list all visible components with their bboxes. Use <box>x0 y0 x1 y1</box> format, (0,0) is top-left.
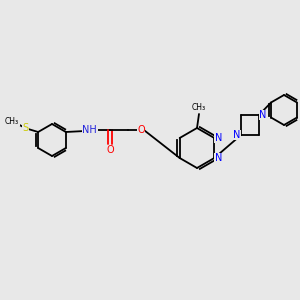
Text: N: N <box>214 133 222 143</box>
Text: N: N <box>214 153 222 163</box>
Text: CH₃: CH₃ <box>192 103 206 112</box>
Text: O: O <box>106 145 114 155</box>
Text: N: N <box>259 110 267 120</box>
Text: N: N <box>233 130 241 140</box>
Text: O: O <box>137 125 145 135</box>
Text: NH: NH <box>82 125 97 135</box>
Text: CH₃: CH₃ <box>5 116 19 125</box>
Text: S: S <box>22 123 28 133</box>
